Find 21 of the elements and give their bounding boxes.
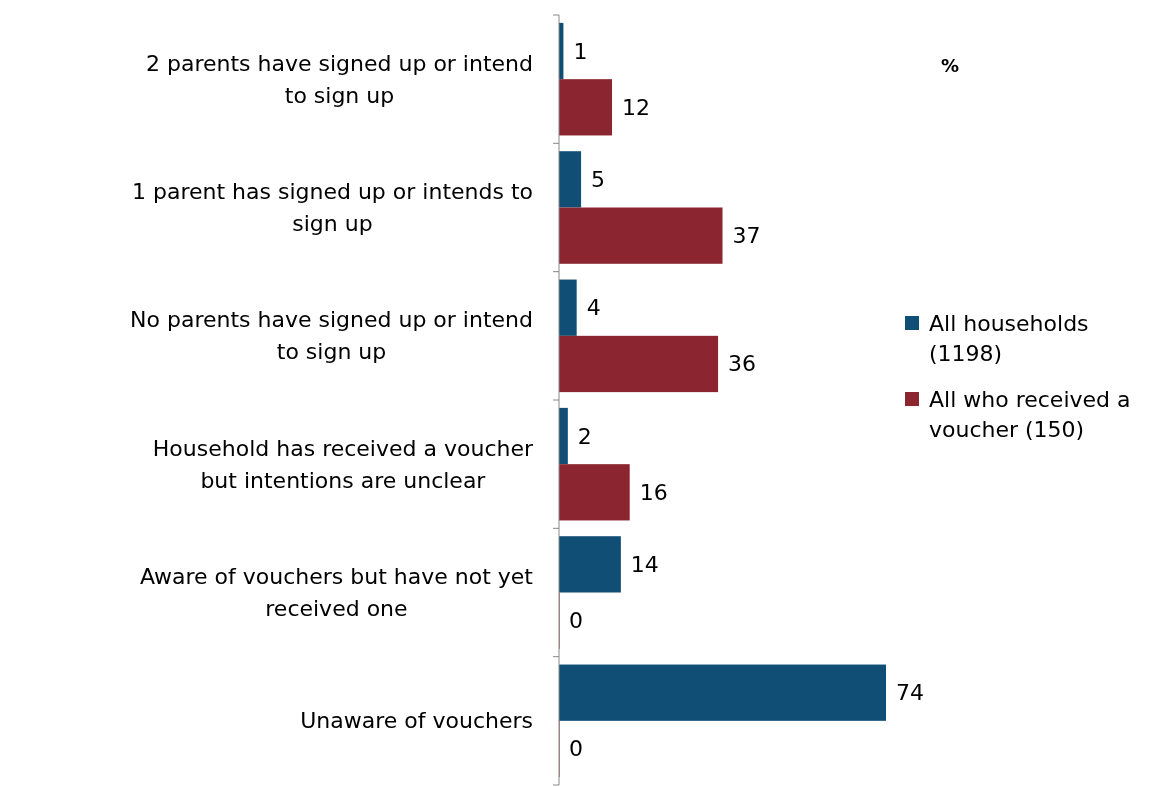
data-label: 36 [728, 351, 757, 377]
y-tick-label: Household has received a voucher but intentions are unclear [152, 435, 534, 493]
data-label: 4 [586, 295, 601, 321]
text: % [940, 55, 960, 76]
y-tick-label: No parents have signed up or intend to sign up [130, 307, 533, 365]
data-label: 0 [569, 608, 583, 634]
data-label: 1 [573, 38, 588, 64]
legend-label: All who received a voucher (150) [929, 386, 1131, 442]
y-tick-label: Unaware of vouchers [300, 708, 533, 734]
data-label: 16 [639, 479, 668, 505]
data-label: 37 [732, 223, 761, 249]
legend-label: All households (1198) [929, 310, 1089, 366]
y-tick-label: Aware of vouchers but have not yet received one [139, 564, 534, 621]
data-label: 12 [622, 94, 651, 120]
data-label: 0 [569, 736, 583, 762]
y-tick-label: 1 parent has signed up or intends to sign up [131, 179, 534, 236]
data-label: 14 [630, 551, 659, 577]
data-label: 74 [896, 680, 924, 706]
y-tick-label: 2 parents have signed up or intend to sign up [145, 50, 533, 108]
data-label: 2 [577, 423, 592, 449]
data-label: 5 [591, 166, 606, 192]
